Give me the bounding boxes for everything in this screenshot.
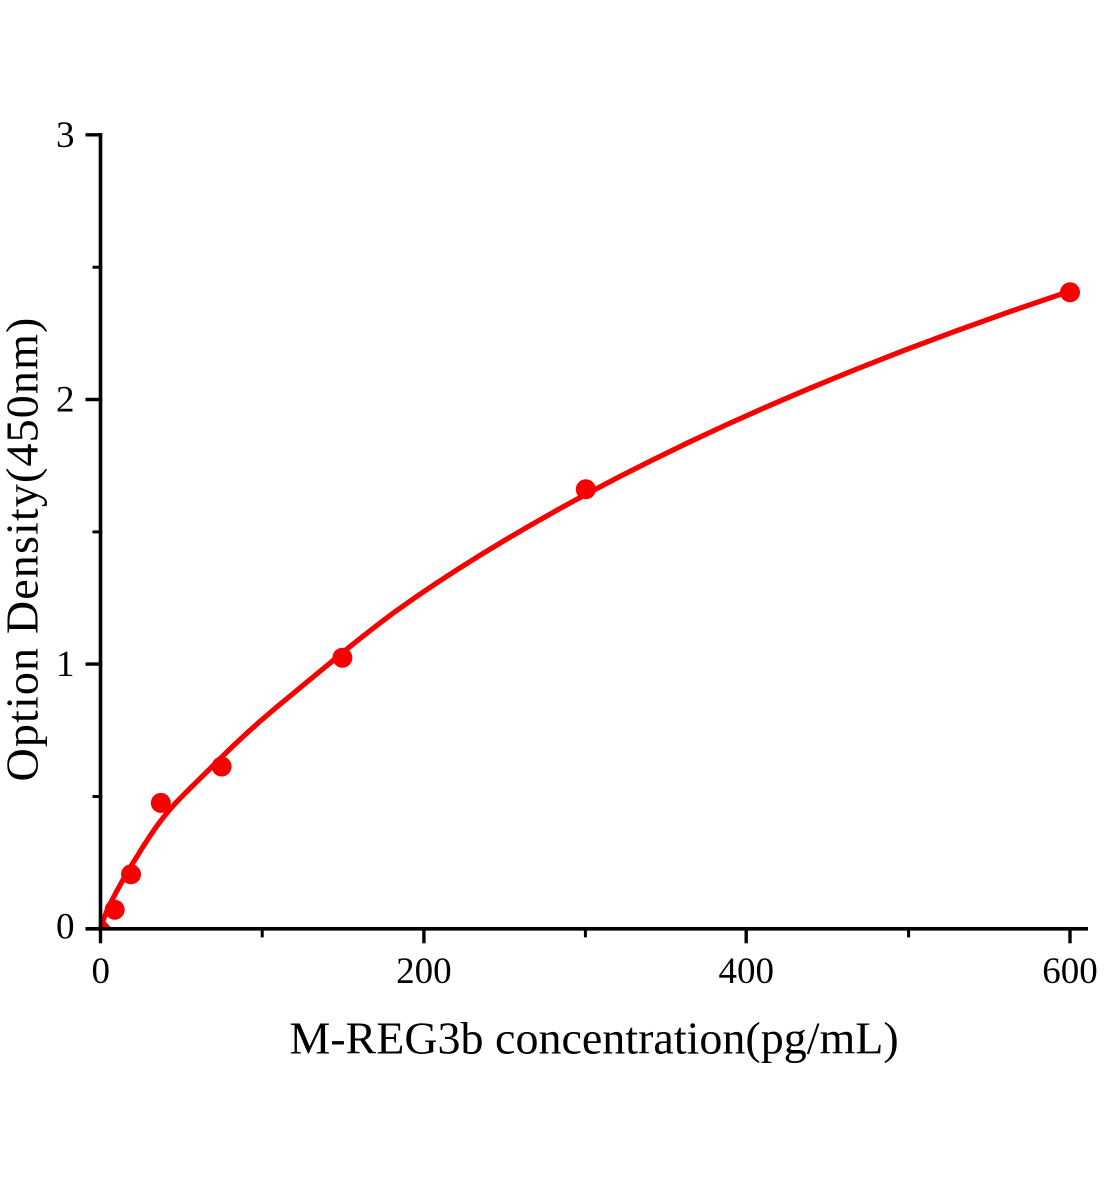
svg-text:600: 600 <box>1042 951 1098 992</box>
svg-text:0: 0 <box>56 907 75 948</box>
svg-text:Option Density(450nm): Option Density(450nm) <box>0 317 47 782</box>
svg-text:3: 3 <box>56 115 75 156</box>
svg-text:2: 2 <box>56 380 75 421</box>
svg-text:400: 400 <box>718 951 774 992</box>
svg-text:0: 0 <box>92 951 111 992</box>
svg-text:200: 200 <box>396 951 452 992</box>
svg-text:1: 1 <box>56 644 75 685</box>
svg-text:M-REG3b concentration(pg/mL): M-REG3b concentration(pg/mL) <box>289 1013 898 1064</box>
